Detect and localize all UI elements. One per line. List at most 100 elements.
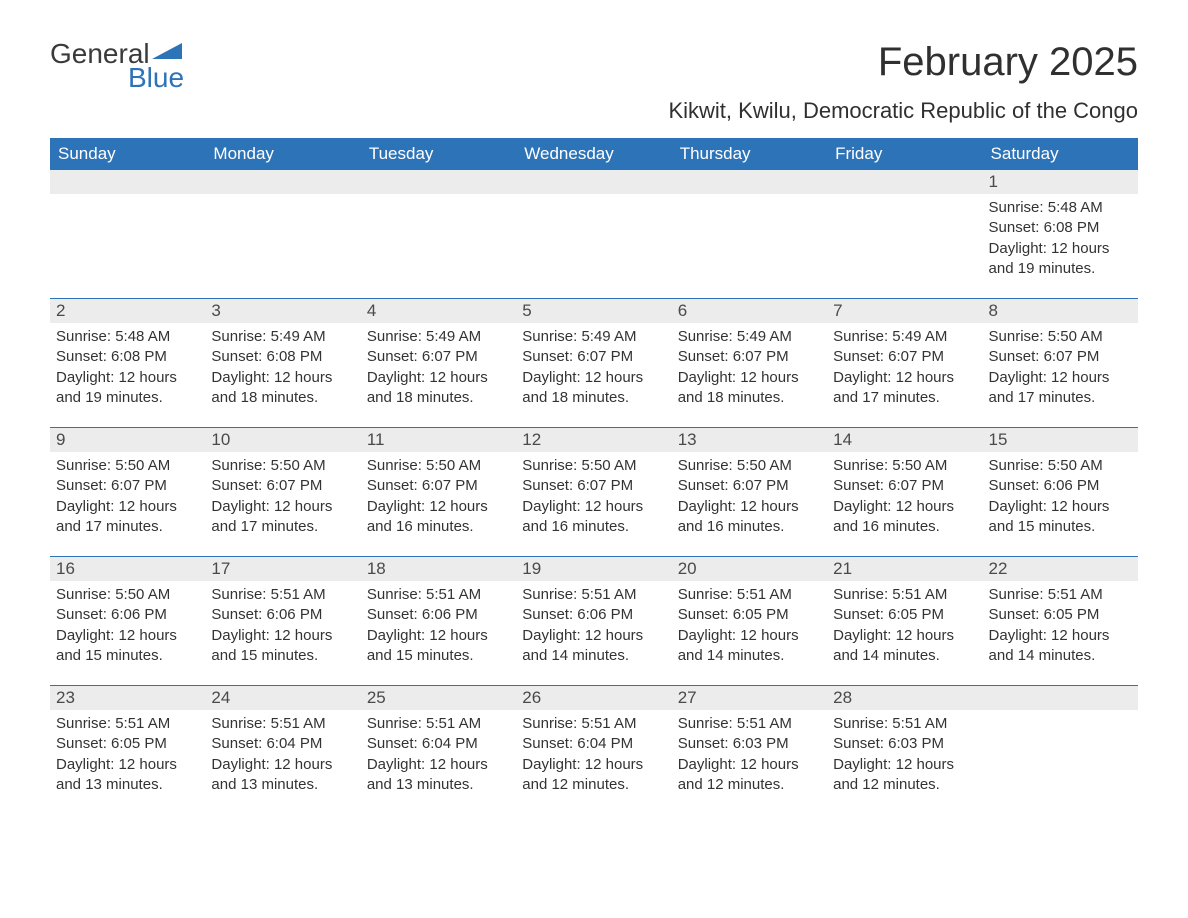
day-number: [827, 170, 982, 194]
sunset-line: Sunset: 6:08 PM: [56, 347, 199, 367]
calendar-cell: 7Sunrise: 5:49 AMSunset: 6:07 PMDaylight…: [827, 299, 982, 427]
sunrise-line: Sunrise: 5:51 AM: [522, 585, 665, 605]
sunset-line: Sunset: 6:05 PM: [989, 605, 1132, 625]
calendar-cell: 20Sunrise: 5:51 AMSunset: 6:05 PMDayligh…: [672, 557, 827, 685]
calendar-week: 9Sunrise: 5:50 AMSunset: 6:07 PMDaylight…: [50, 427, 1138, 556]
day-header: Monday: [205, 138, 360, 170]
calendar-cell: 6Sunrise: 5:49 AMSunset: 6:07 PMDaylight…: [672, 299, 827, 427]
sunrise-line: Sunrise: 5:50 AM: [989, 456, 1132, 476]
calendar-cell: 1Sunrise: 5:48 AMSunset: 6:08 PMDaylight…: [983, 170, 1138, 298]
day-number: 26: [516, 686, 671, 710]
day-number: 11: [361, 428, 516, 452]
daylight-line: Daylight: 12 hours and 18 minutes.: [522, 368, 665, 409]
sunset-line: Sunset: 6:07 PM: [989, 347, 1132, 367]
sunset-line: Sunset: 6:07 PM: [211, 476, 354, 496]
calendar-week: 1Sunrise: 5:48 AMSunset: 6:08 PMDaylight…: [50, 170, 1138, 298]
day-details: Sunrise: 5:51 AMSunset: 6:06 PMDaylight:…: [516, 581, 671, 676]
day-number: [361, 170, 516, 194]
day-details: Sunrise: 5:51 AMSunset: 6:04 PMDaylight:…: [516, 710, 671, 805]
sunrise-line: Sunrise: 5:48 AM: [56, 327, 199, 347]
sunrise-line: Sunrise: 5:51 AM: [211, 585, 354, 605]
day-details: Sunrise: 5:50 AMSunset: 6:07 PMDaylight:…: [827, 452, 982, 547]
calendar-week: 2Sunrise: 5:48 AMSunset: 6:08 PMDaylight…: [50, 298, 1138, 427]
sunrise-line: Sunrise: 5:49 AM: [367, 327, 510, 347]
daylight-line: Daylight: 12 hours and 16 minutes.: [367, 497, 510, 538]
day-details: Sunrise: 5:51 AMSunset: 6:03 PMDaylight:…: [827, 710, 982, 805]
day-number: 14: [827, 428, 982, 452]
sunrise-line: Sunrise: 5:49 AM: [211, 327, 354, 347]
sunrise-line: Sunrise: 5:51 AM: [367, 585, 510, 605]
daylight-line: Daylight: 12 hours and 15 minutes.: [211, 626, 354, 667]
sunrise-line: Sunrise: 5:51 AM: [678, 585, 821, 605]
calendar-week: 16Sunrise: 5:50 AMSunset: 6:06 PMDayligh…: [50, 556, 1138, 685]
daylight-line: Daylight: 12 hours and 12 minutes.: [678, 755, 821, 796]
sunrise-line: Sunrise: 5:50 AM: [833, 456, 976, 476]
sunset-line: Sunset: 6:07 PM: [678, 347, 821, 367]
day-number: 19: [516, 557, 671, 581]
day-number: [516, 170, 671, 194]
calendar-cell: [361, 170, 516, 298]
calendar-cell: 16Sunrise: 5:50 AMSunset: 6:06 PMDayligh…: [50, 557, 205, 685]
day-details: Sunrise: 5:49 AMSunset: 6:07 PMDaylight:…: [827, 323, 982, 418]
daylight-line: Daylight: 12 hours and 16 minutes.: [833, 497, 976, 538]
day-header: Saturday: [983, 138, 1138, 170]
day-number: 9: [50, 428, 205, 452]
daylight-line: Daylight: 12 hours and 14 minutes.: [522, 626, 665, 667]
sunrise-line: Sunrise: 5:49 AM: [678, 327, 821, 347]
daylight-line: Daylight: 12 hours and 13 minutes.: [211, 755, 354, 796]
calendar-cell: 23Sunrise: 5:51 AMSunset: 6:05 PMDayligh…: [50, 686, 205, 814]
sunset-line: Sunset: 6:07 PM: [522, 347, 665, 367]
sunrise-line: Sunrise: 5:51 AM: [833, 585, 976, 605]
sunrise-line: Sunrise: 5:51 AM: [678, 714, 821, 734]
logo: General Blue: [50, 40, 186, 92]
day-number: 28: [827, 686, 982, 710]
day-number: 25: [361, 686, 516, 710]
daylight-line: Daylight: 12 hours and 12 minutes.: [522, 755, 665, 796]
daylight-line: Daylight: 12 hours and 18 minutes.: [211, 368, 354, 409]
day-number: 10: [205, 428, 360, 452]
sunset-line: Sunset: 6:06 PM: [56, 605, 199, 625]
daylight-line: Daylight: 12 hours and 16 minutes.: [678, 497, 821, 538]
calendar-week: 23Sunrise: 5:51 AMSunset: 6:05 PMDayligh…: [50, 685, 1138, 814]
sunset-line: Sunset: 6:04 PM: [522, 734, 665, 754]
daylight-line: Daylight: 12 hours and 14 minutes.: [989, 626, 1132, 667]
sunrise-line: Sunrise: 5:51 AM: [367, 714, 510, 734]
sunset-line: Sunset: 6:03 PM: [678, 734, 821, 754]
day-number: 21: [827, 557, 982, 581]
sunset-line: Sunset: 6:06 PM: [211, 605, 354, 625]
day-number: 1: [983, 170, 1138, 194]
sunset-line: Sunset: 6:06 PM: [367, 605, 510, 625]
daylight-line: Daylight: 12 hours and 16 minutes.: [522, 497, 665, 538]
daylight-line: Daylight: 12 hours and 18 minutes.: [678, 368, 821, 409]
day-details: Sunrise: 5:51 AMSunset: 6:05 PMDaylight:…: [827, 581, 982, 676]
sunrise-line: Sunrise: 5:51 AM: [56, 714, 199, 734]
sunset-line: Sunset: 6:08 PM: [211, 347, 354, 367]
day-details: Sunrise: 5:48 AMSunset: 6:08 PMDaylight:…: [983, 194, 1138, 289]
day-details: Sunrise: 5:51 AMSunset: 6:04 PMDaylight:…: [205, 710, 360, 805]
daylight-line: Daylight: 12 hours and 14 minutes.: [833, 626, 976, 667]
day-number: 3: [205, 299, 360, 323]
sunrise-line: Sunrise: 5:49 AM: [522, 327, 665, 347]
calendar-cell: 18Sunrise: 5:51 AMSunset: 6:06 PMDayligh…: [361, 557, 516, 685]
calendar-cell: 2Sunrise: 5:48 AMSunset: 6:08 PMDaylight…: [50, 299, 205, 427]
day-header-row: SundayMondayTuesdayWednesdayThursdayFrid…: [50, 138, 1138, 170]
sunrise-line: Sunrise: 5:49 AM: [833, 327, 976, 347]
sunset-line: Sunset: 6:07 PM: [833, 476, 976, 496]
calendar-cell: 24Sunrise: 5:51 AMSunset: 6:04 PMDayligh…: [205, 686, 360, 814]
day-number: [983, 686, 1138, 710]
daylight-line: Daylight: 12 hours and 15 minutes.: [989, 497, 1132, 538]
day-details: Sunrise: 5:51 AMSunset: 6:05 PMDaylight:…: [983, 581, 1138, 676]
daylight-line: Daylight: 12 hours and 17 minutes.: [211, 497, 354, 538]
calendar-cell: [205, 170, 360, 298]
day-number: 22: [983, 557, 1138, 581]
calendar-cell: [516, 170, 671, 298]
calendar-cell: [827, 170, 982, 298]
day-number: 18: [361, 557, 516, 581]
daylight-line: Daylight: 12 hours and 14 minutes.: [678, 626, 821, 667]
daylight-line: Daylight: 12 hours and 18 minutes.: [367, 368, 510, 409]
sunset-line: Sunset: 6:06 PM: [522, 605, 665, 625]
day-details: Sunrise: 5:50 AMSunset: 6:07 PMDaylight:…: [361, 452, 516, 547]
day-details: Sunrise: 5:49 AMSunset: 6:07 PMDaylight:…: [361, 323, 516, 418]
location-subtitle: Kikwit, Kwilu, Democratic Republic of th…: [50, 98, 1138, 124]
calendar-cell: 15Sunrise: 5:50 AMSunset: 6:06 PMDayligh…: [983, 428, 1138, 556]
